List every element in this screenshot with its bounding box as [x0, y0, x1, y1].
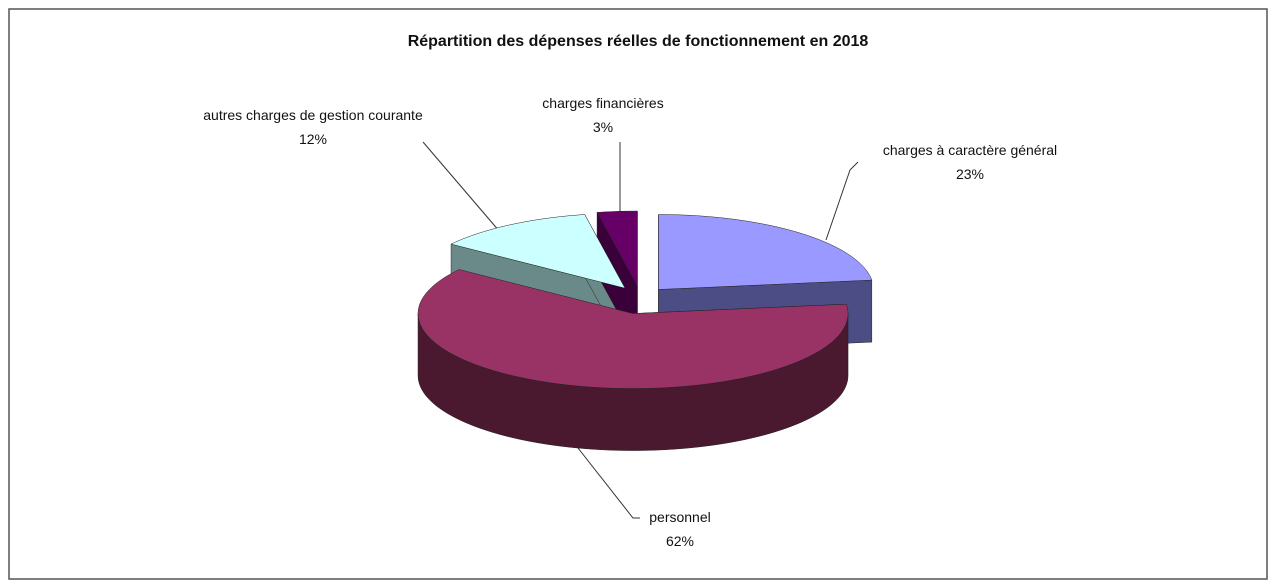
slice-name: autres charges de gestion courante	[203, 107, 423, 123]
slice-top	[417, 269, 849, 389]
leader-line	[825, 161, 859, 241]
slice-value: 23%	[955, 166, 985, 182]
slice-name: charges à caractère général	[882, 142, 1058, 158]
leader-line	[577, 447, 640, 519]
slice-label: charges à caractère général 23%	[850, 138, 1090, 186]
slice-name: charges financières	[542, 95, 664, 111]
slice-name: personnel	[649, 509, 711, 525]
chart-title: Répartition des dépenses réelles de fonc…	[407, 33, 869, 50]
slice-label: autres charges de gestion courante 12%	[198, 103, 428, 151]
pie	[417, 210, 873, 451]
slice-top	[596, 210, 638, 287]
slice-value: 12%	[298, 131, 328, 147]
leader-lines	[422, 141, 859, 519]
slice-value: 62%	[665, 533, 695, 549]
slice-value: 3%	[592, 119, 614, 135]
slice-label: personnel 62%	[580, 505, 780, 553]
slice-label: charges financières 3%	[503, 91, 703, 139]
slice-top	[658, 214, 873, 290]
leader-line	[422, 141, 501, 233]
chart-frame	[8, 8, 1268, 580]
slice-top	[450, 214, 626, 289]
pie-tops	[417, 210, 873, 389]
